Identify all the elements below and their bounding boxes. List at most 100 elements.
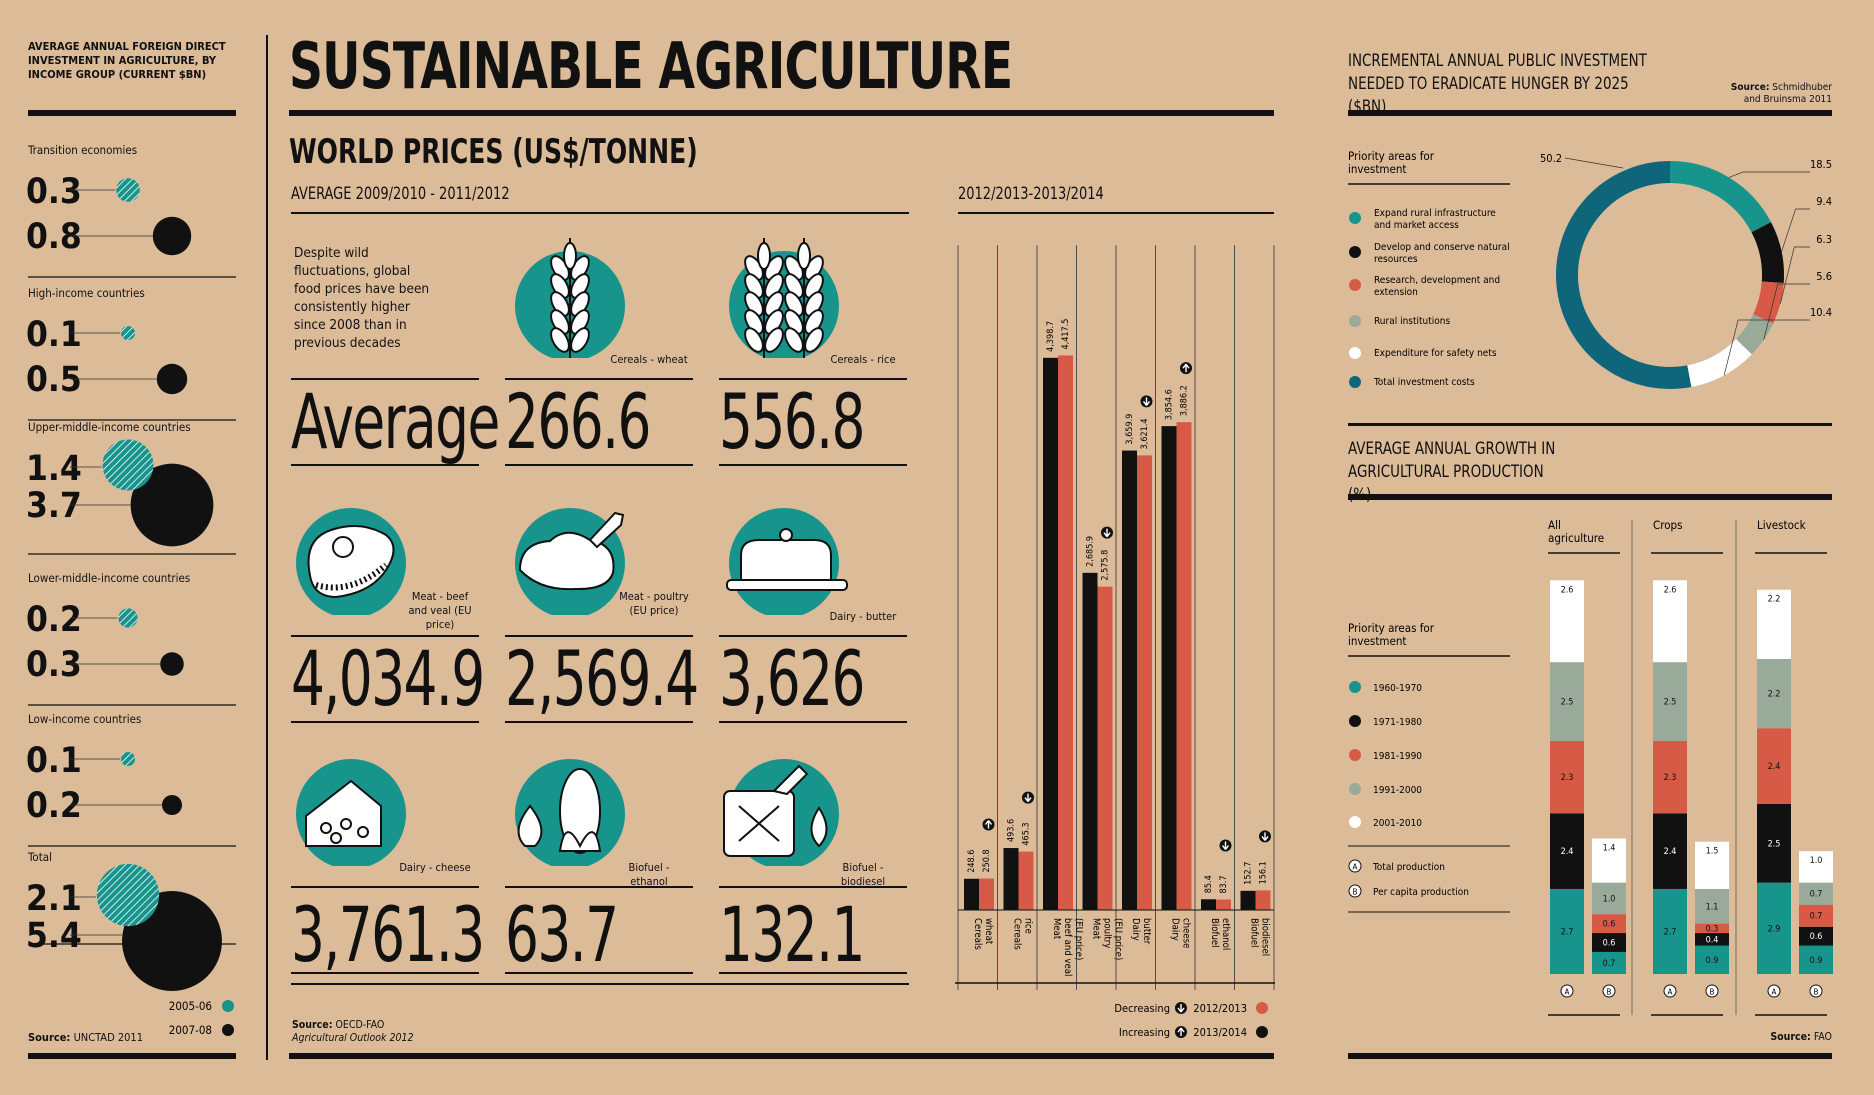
- donut-legend-dot: [1349, 315, 1361, 327]
- world-prices-subtitle-right: 2012/2013-2013/2014: [958, 184, 1104, 204]
- bar-2012-2013: [1216, 899, 1231, 910]
- arrow-glyph: [1261, 832, 1269, 841]
- donut-leader: [1728, 171, 1810, 178]
- grain: [757, 242, 771, 270]
- growth-segment: [1695, 945, 1729, 974]
- donut-segment: [1753, 281, 1784, 324]
- grain: [804, 327, 824, 353]
- bar-value-label: 152.7: [1244, 862, 1254, 885]
- wheat-icon: [515, 238, 625, 358]
- growth-segment: [1592, 914, 1626, 934]
- growth-value-label: 0.4: [1706, 935, 1719, 945]
- bar-key-label: Per capita production: [1373, 887, 1469, 898]
- growth-value-label: 1.0: [1810, 856, 1823, 866]
- investment-source: Source: Schmidhuber and Bruinsma 2011: [1730, 82, 1832, 105]
- growth-value-label: 0.7: [1810, 890, 1823, 900]
- growth-segment: [1799, 945, 1833, 974]
- growth-legend-label: 2001-2010: [1373, 818, 1422, 829]
- price-item-label: Dairy - butter: [829, 610, 897, 623]
- growth-segment: [1799, 882, 1833, 905]
- cheese-hole: [330, 832, 342, 844]
- category-label: cheese: [1181, 918, 1192, 948]
- left-column-divider: [266, 35, 268, 1060]
- price-cell-top-rule: [505, 886, 693, 888]
- category-label: butter: [1141, 918, 1152, 945]
- growth-segment: [1653, 662, 1687, 741]
- bar-value-label: 83.7: [1219, 875, 1229, 893]
- cheese-hole: [320, 822, 332, 834]
- donut-segment-total: [1556, 161, 1692, 389]
- fdi-bubble-2007: [156, 363, 188, 395]
- fdi-value-2005: 0.1: [26, 741, 82, 781]
- growth-legend-label: 1971-1980: [1373, 717, 1422, 728]
- beef-icon: [296, 508, 406, 615]
- spout: [772, 764, 809, 796]
- investment-title: INCREMENTAL ANNUAL PUBLIC INVESTMENT NEE…: [1348, 51, 1647, 117]
- bar-key-letter: B: [1607, 988, 1612, 997]
- growth-value-label: 2.5: [1561, 698, 1574, 708]
- growth-title: AVERAGE ANNUAL GROWTH IN AGRICULTURAL PR…: [1348, 439, 1556, 505]
- fdi-group-label: High-income countries: [28, 286, 145, 300]
- fdi-group-label: Upper-middle-income countries: [28, 420, 191, 434]
- growth-value-label: 0.3: [1706, 924, 1719, 934]
- grain: [764, 327, 784, 353]
- price-cell-top-rule: [719, 886, 907, 888]
- growth-value-label: 2.9: [1768, 924, 1781, 934]
- fdi-legend-dot: [222, 1024, 234, 1036]
- fdi-bubble-2007: [130, 463, 214, 547]
- donut-value-label: 10.4: [1810, 306, 1832, 319]
- arrow-glyph: [1142, 397, 1151, 406]
- price-value: 4,034.9: [291, 634, 485, 723]
- world-prices-subtitle-left: AVERAGE 2009/2010 - 2011/2012: [291, 184, 510, 204]
- donut-value-label: 50.2: [1540, 152, 1562, 165]
- bar-2013-2014: [1240, 890, 1256, 910]
- fdi-title: AVERAGE ANNUAL FOREIGN DIRECT INVESTMENT…: [28, 40, 226, 81]
- bar-value-label: 85.4: [1204, 875, 1214, 893]
- fdi-value-2005: 1.4: [26, 449, 82, 489]
- arrow-glyph: [1024, 793, 1032, 803]
- price-cell-top-rule: [291, 886, 479, 888]
- group-label: All: [1548, 518, 1561, 532]
- fdi-bubble-2007: [162, 795, 182, 815]
- growth-value-label: 2.5: [1768, 839, 1781, 849]
- growth-segment: [1757, 803, 1791, 883]
- legend-black-dot: [1256, 1026, 1268, 1038]
- fdi-value-2007: 0.8: [26, 217, 82, 257]
- drop: [810, 806, 828, 848]
- growth-segment: [1653, 580, 1687, 663]
- bar-value-label: 493.6: [1007, 819, 1017, 842]
- bar-key-letter: B: [1814, 988, 1819, 997]
- price-grid-bottom-rule: [291, 983, 909, 985]
- category-label: Cereals: [1012, 918, 1023, 950]
- arrow-glyph: [1103, 528, 1111, 538]
- category-label: Biofuel: [1249, 918, 1260, 948]
- grain: [784, 327, 804, 353]
- price-value: 556.8: [719, 377, 865, 466]
- growth-value-label: 2.4: [1664, 847, 1677, 857]
- growth-value-label: 2.5: [1664, 698, 1677, 708]
- bar-key-letter: A: [1565, 988, 1570, 997]
- price-cell-bottom-rule: [505, 464, 693, 466]
- growth-segment: [1653, 888, 1687, 974]
- bar-key-letter: B: [1710, 988, 1715, 997]
- investment-bottom-rule: [1348, 423, 1832, 426]
- donut-segment: [1735, 313, 1774, 355]
- growth-segment: [1695, 923, 1729, 934]
- price-cell-bottom-rule: [291, 972, 479, 974]
- donut-legend-dot: [1349, 279, 1361, 291]
- growth-segment: [1695, 841, 1729, 889]
- bar-key-letter: A: [1668, 988, 1673, 997]
- bar-key-marker: [1602, 984, 1616, 998]
- bar-key-marker: [1767, 984, 1781, 998]
- growth-segment: [1799, 904, 1833, 927]
- growth-value-label: 2.2: [1768, 595, 1781, 605]
- ethanol-icon: [515, 759, 625, 866]
- category-label: Dairy: [1170, 918, 1181, 941]
- growth-value-label: 0.6: [1603, 920, 1616, 930]
- growth-legend-label: 1960-1970: [1373, 683, 1422, 694]
- bar-value-label: 3,621.4: [1140, 418, 1150, 449]
- growth-value-label: 0.6: [1810, 932, 1823, 942]
- category-label: rice: [1023, 918, 1034, 934]
- fdi-group-label: Low-income countries: [28, 712, 141, 726]
- fdi-bubble-2005: [121, 326, 135, 340]
